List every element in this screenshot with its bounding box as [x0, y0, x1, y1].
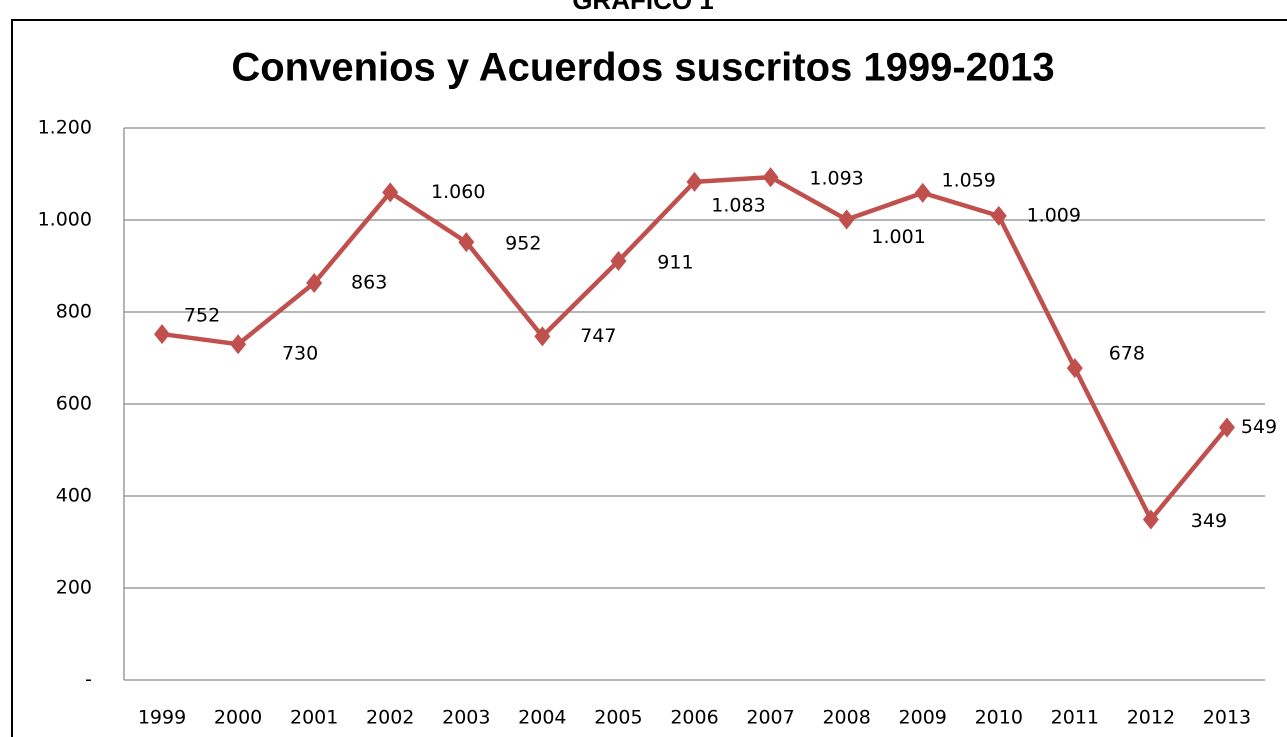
x-tick-label: 1999 [138, 707, 186, 729]
data-label: 863 [351, 272, 387, 294]
x-tick-label: 2009 [899, 707, 947, 729]
marker [458, 232, 475, 253]
chart-title: Convenios y Acuerdos suscritos 1999-2013 [231, 46, 1054, 90]
marker [154, 324, 171, 345]
x-tick-label: 2000 [214, 707, 262, 729]
y-tick-label: 1.000 [38, 209, 92, 231]
data-label: 752 [184, 305, 220, 327]
x-tick-label: 2002 [366, 707, 414, 729]
marker [686, 171, 703, 192]
y-tick-label: - [85, 669, 92, 691]
data-label: 349 [1191, 510, 1227, 532]
x-tick-label: 2003 [442, 707, 490, 729]
x-tick-label: 2011 [1051, 707, 1099, 729]
data-label: 549 [1241, 416, 1277, 438]
x-tick-label: 2005 [594, 707, 642, 729]
x-tick-label: 2012 [1127, 707, 1175, 729]
marker [990, 205, 1007, 226]
marker [762, 167, 779, 188]
x-tick-label: 2010 [975, 707, 1023, 729]
marker [306, 273, 323, 294]
marker [382, 182, 399, 203]
x-tick-label: 2013 [1203, 707, 1251, 729]
y-tick-label: 600 [56, 393, 92, 415]
marker [1066, 358, 1083, 379]
y-tick-label: 400 [56, 485, 92, 507]
y-tick-label: 800 [56, 301, 92, 323]
data-label: 1.060 [431, 181, 485, 203]
marker [230, 334, 247, 355]
x-tick-label: 2008 [822, 707, 870, 729]
x-tick-label: 2006 [670, 707, 718, 729]
data-label: 1.009 [1027, 204, 1081, 226]
series-line [161, 174, 1229, 522]
marker [1218, 417, 1235, 438]
data-label: 952 [505, 233, 541, 255]
data-label: 1.083 [711, 194, 765, 216]
x-tick-label: 2007 [746, 707, 794, 729]
data-label: 1.001 [871, 226, 925, 248]
data-label: 730 [282, 343, 318, 365]
data-label: 911 [657, 251, 693, 273]
data-label: 747 [580, 325, 616, 347]
marker [838, 209, 855, 230]
x-tick-label: 2004 [518, 707, 566, 729]
marker [1142, 509, 1159, 530]
y-tick-label: 1.200 [38, 117, 92, 139]
x-tick-label: 2001 [290, 707, 338, 729]
chart-border [11, 19, 1287, 737]
data-label: 1.059 [941, 169, 995, 191]
marker [534, 326, 551, 347]
marker [914, 182, 931, 203]
data-label: 1.093 [809, 168, 863, 190]
data-label: 678 [1109, 343, 1145, 365]
marker [610, 250, 627, 271]
page-heading: GRAFICO 1 [572, 0, 714, 15]
y-tick-label: 200 [56, 577, 92, 599]
